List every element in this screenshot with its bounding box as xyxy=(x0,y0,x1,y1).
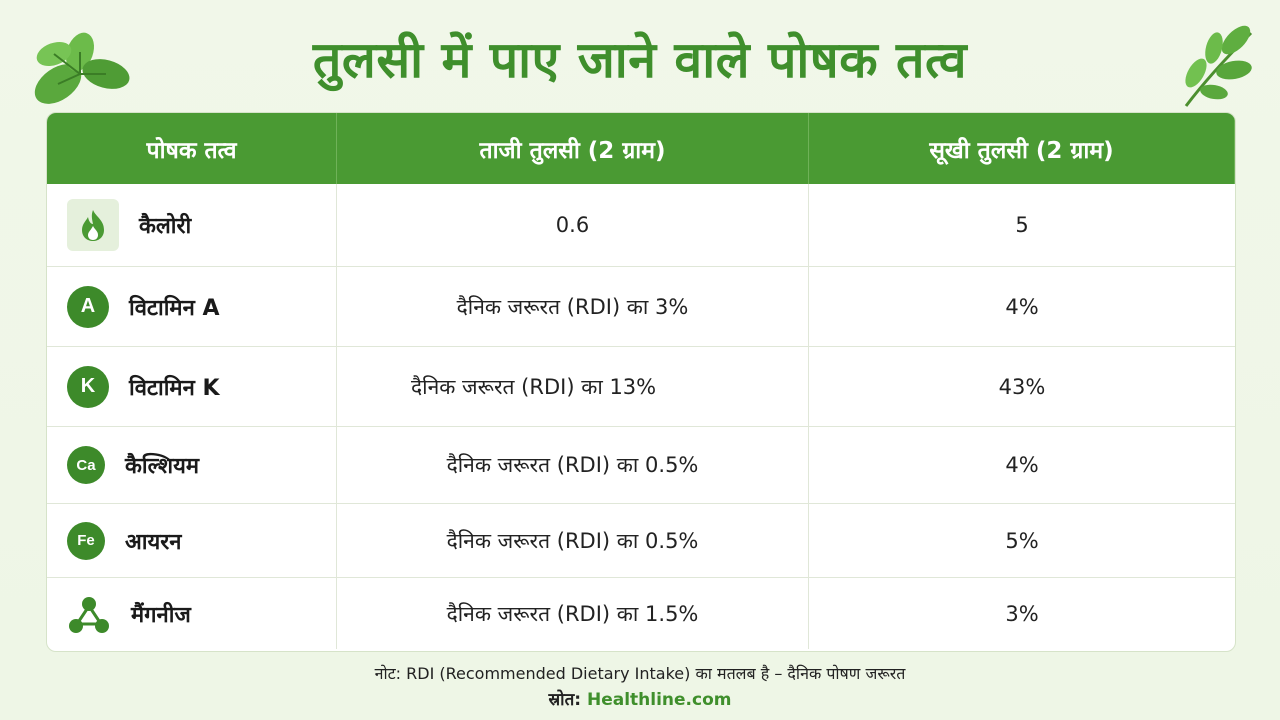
dried-value: 4% xyxy=(809,427,1235,504)
fresh-value: दैनिक जरूरत (RDI) का 1.5% xyxy=(337,578,809,649)
nutrient-name: विटामिन K xyxy=(129,375,220,401)
calcium-icon: Ca xyxy=(67,446,105,484)
nutrient-name: विटामिन A xyxy=(129,295,220,321)
source-line: स्रोत: Healthline.com xyxy=(0,687,1280,710)
nutrient-name: कैलोरी xyxy=(139,214,192,239)
nutrient-name: कैल्शियम xyxy=(125,454,200,479)
dried-value: 43% xyxy=(809,347,1235,427)
dried-value: 3% xyxy=(1005,601,1039,626)
iron-icon: Fe xyxy=(67,521,105,560)
fresh-value: दैनिक जरूरत (RDI) का 0.5% xyxy=(337,427,809,504)
vitamin-k-icon: K xyxy=(67,365,109,408)
flame-icon xyxy=(67,199,119,251)
table-row-vitamin-a: A विटामिन A xyxy=(47,267,337,347)
basil-leaves-left-icon xyxy=(34,32,130,104)
dried-value: 5% xyxy=(809,504,1235,578)
vitamin-a-icon: A xyxy=(67,285,109,328)
fresh-value: दैनिक जरूरत (RDI) का 0.5% xyxy=(337,504,809,578)
source-site: Healthline.com xyxy=(586,690,732,710)
header-dried-basil: सूखी तुलसी (2 ग्राम) xyxy=(809,113,1235,184)
table-row-vitamin-k: K विटामिन K xyxy=(47,347,337,427)
dried-value: 5 xyxy=(809,184,1235,267)
table-row-calories: कैलोरी xyxy=(47,184,337,267)
dried-value: 4% xyxy=(809,267,1235,347)
fresh-value: दैनिक जरूरत (RDI) का 3% xyxy=(337,267,809,347)
table-row-iron: Fe आयरन xyxy=(47,504,337,578)
fresh-value: दैनिक जरूरत (RDI) का 13% xyxy=(337,347,809,427)
page-title: तुलसी में पाए जाने वाले पोषक तत्व xyxy=(312,31,968,89)
fresh-value: 0.6 xyxy=(337,184,809,267)
header-nutrient: पोषक तत्व xyxy=(47,113,337,184)
table-row-calcium: Ca कैल्शियम xyxy=(47,427,337,504)
footnote: नोट: RDI (Recommended Dietary Intake) का… xyxy=(374,664,906,683)
basil-sprig-right-icon xyxy=(1184,25,1253,107)
nutrient-name: आयरन xyxy=(125,529,182,555)
header-fresh-basil: ताजी तुलसी (2 ग्राम) xyxy=(337,113,809,184)
manganese-molecule-icon xyxy=(67,592,111,636)
nutrient-name: मैंगनीज xyxy=(131,602,191,628)
source-label: स्रोत: xyxy=(548,690,582,710)
table-row-manganese: मैंगनीज xyxy=(47,578,337,649)
nutrient-table: पोषक तत्व ताजी तुलसी (2 ग्राम) सूखी तुलस… xyxy=(46,112,1236,652)
